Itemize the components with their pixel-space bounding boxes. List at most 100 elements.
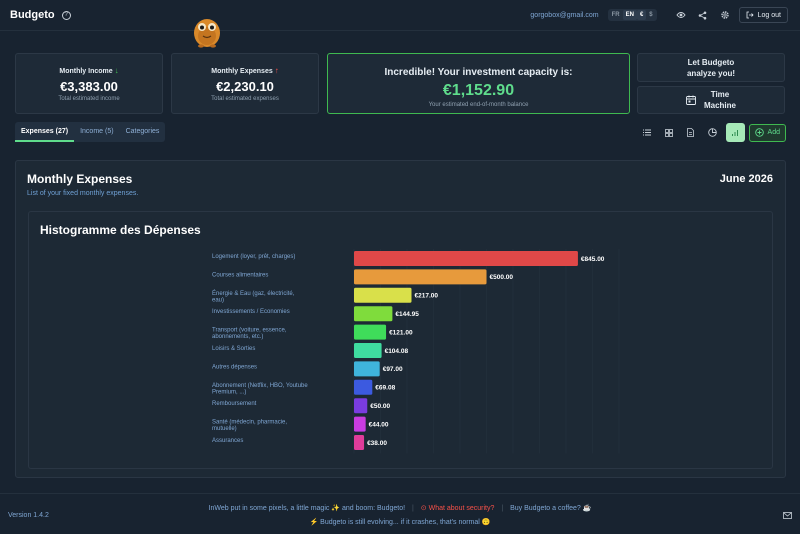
tab-bar: Expenses (27) Income (5) Categories [15, 122, 166, 142]
footer: Version 1.4.2 InWeb put in some pixels, … [0, 493, 800, 534]
chart-bar [354, 416, 366, 432]
chart-bar [354, 398, 368, 414]
chart-category-label: Santé (médecin, pharmacie, mutuelle) [212, 420, 287, 433]
list-view-icon[interactable] [638, 124, 656, 142]
investment-amount: €1,152.90 [442, 82, 515, 99]
coffee-link[interactable]: Buy Budgeto a coffee? ☕ [510, 505, 592, 512]
help-icon[interactable]: ? [61, 10, 71, 20]
chart-value-label: €500.00 [490, 274, 514, 281]
currency-eur[interactable]: € [636, 10, 647, 20]
panel-subtitle: List of your fixed monthly expenses. [27, 190, 139, 197]
language-en[interactable]: EN [622, 10, 637, 20]
arrow-up-icon: ↑ [274, 66, 279, 75]
chart-value-label: €104.08 [385, 348, 409, 355]
panel-date: June 2026 [719, 173, 773, 185]
chart-title: Histogramme des Dépenses [40, 223, 201, 237]
version-label: Version 1.4.2 [8, 512, 49, 519]
chart-bar [354, 435, 365, 450]
tab-expenses[interactable]: Expenses (27) [15, 122, 75, 142]
chart-category-label: Abonnement (Netflix, HBO, Youtube Premium… [212, 383, 308, 396]
language-fr[interactable]: FR [611, 12, 620, 18]
bar-chart-view-icon[interactable] [725, 123, 745, 142]
chart-category-label: Logement (loyer, prêt, charges) [212, 254, 295, 260]
time-machine-line1: Time [710, 90, 730, 99]
app-logo[interactable]: Budgeto [10, 9, 55, 21]
calendar-icon [686, 95, 696, 105]
chart-bar [354, 324, 387, 340]
chart-bar [354, 343, 382, 358]
chart-value-label: €121.00 [389, 329, 413, 336]
logout-label: Log out [757, 11, 781, 19]
security-link[interactable]: What about security? [428, 505, 495, 512]
mascot-icon [194, 19, 220, 48]
chart-category-label: Courses alimentaires [212, 272, 268, 278]
analyze-line1: Let Budgeto [687, 57, 735, 67]
gear-icon[interactable] [717, 7, 733, 23]
top-right-controls: gorgobox@gmail.com FR EN € $ Log out [530, 7, 788, 23]
expenses-card: Monthly Expenses ↑ €2,230.10 Total estim… [171, 53, 319, 114]
view-toolbar: Add [638, 123, 786, 142]
chart-bar [354, 306, 393, 322]
footer-line1: InWeb put in some pixels, a little magic… [208, 505, 592, 512]
investment-sub: Your estimated end-of-month balance [428, 102, 529, 108]
chart-category-label: Autres dépenses [212, 364, 257, 370]
mail-icon[interactable] [783, 512, 792, 519]
chart-bar [354, 379, 373, 395]
chart-bar [354, 361, 380, 377]
expenses-panel: Monthly Expenses List of your fixed mont… [15, 160, 786, 478]
grid-view-icon[interactable] [660, 124, 678, 142]
income-amount: €3,383.00 [60, 79, 118, 94]
language-toggle: FR EN € $ [607, 9, 657, 21]
share-icon[interactable] [695, 7, 711, 23]
shield-icon: ⊙ [420, 505, 427, 512]
arrow-down-icon: ↓ [114, 66, 119, 75]
chart-value-label: €217.00 [415, 293, 439, 300]
analyze-button[interactable]: Let Budgeto analyze you! [637, 53, 785, 82]
chart-bar [354, 287, 412, 303]
document-view-icon[interactable] [682, 124, 700, 142]
chart-value-label: €144.95 [395, 311, 419, 318]
chart-category-label: Assurances [212, 438, 243, 444]
chart-category-label: Investissements / Economies [212, 309, 290, 315]
chart-category-label: Loisirs & Sorties [212, 346, 255, 352]
time-machine-button[interactable]: Time Machine [637, 86, 785, 114]
logout-icon [746, 11, 754, 19]
footer-evolving: Budgeto is still evolving... if it crash… [320, 519, 491, 526]
income-label: Monthly Income [59, 68, 113, 75]
chart-value-label: €845.00 [581, 256, 605, 263]
chart-category-label: Transport (voiture, essence, abonnements,… [212, 328, 287, 341]
eye-icon[interactable] [673, 7, 689, 23]
warning-icon: ⚡ [309, 519, 319, 526]
top-bar: Budgeto ? [0, 0, 800, 31]
time-machine-line2: Machine [703, 101, 736, 110]
investment-label: Incredible! Your investment capacity is: [384, 67, 573, 78]
chart-container: Histogramme des Dépenses €845.00 Logement… [28, 211, 773, 469]
plus-circle-icon [754, 128, 764, 137]
currency-usd[interactable]: $ [649, 12, 653, 18]
panel-title: Monthly Expenses [27, 172, 133, 186]
chart-category-label: Remboursement [212, 401, 257, 407]
logout-button[interactable]: Log out [738, 7, 788, 23]
chart-value-label: €38.00 [367, 440, 387, 447]
add-button[interactable]: Add [748, 123, 786, 142]
income-card: Monthly Income ↓ €3,383.00 Total estimat… [15, 53, 163, 114]
chart-value-label: €44.00 [369, 421, 389, 428]
chart-value-label: €69.08 [375, 385, 395, 392]
tab-income[interactable]: Income (5) [80, 128, 114, 135]
expenses-label: Monthly Expenses [211, 68, 273, 75]
chart-bar [354, 251, 578, 266]
income-sub: Total estimated income [58, 96, 120, 102]
chart-value-label: €97.00 [383, 366, 403, 373]
expenses-sub: Total estimated expenses [211, 96, 279, 102]
pie-view-icon[interactable] [704, 124, 722, 142]
analyze-line2: analyze you! [686, 68, 735, 78]
tab-categories[interactable]: Categories [125, 128, 160, 135]
chart-category-label: Énergie & Eau (gaz, électricité, eau) [212, 290, 295, 304]
add-label: Add [767, 129, 780, 136]
user-email: gorgobox@gmail.com [530, 11, 599, 19]
chart-bar [354, 269, 487, 285]
expenses-amount: €2,230.10 [216, 79, 274, 94]
chart-value-label: €50.00 [370, 403, 390, 410]
footer-credit[interactable]: InWeb put in some pixels, a little magic… [208, 505, 406, 512]
expenses-bar-chart: €845.00 Logement (loyer, prêt, charges) €5… [212, 249, 620, 454]
